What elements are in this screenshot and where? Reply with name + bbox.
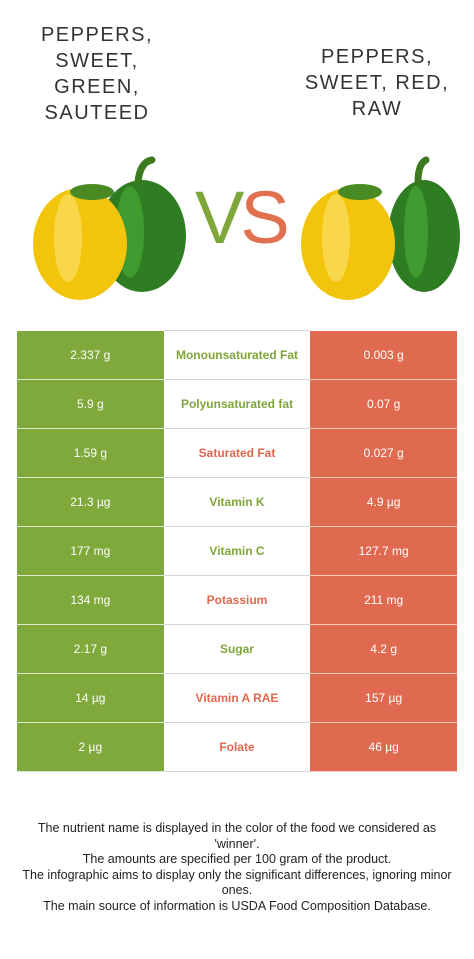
- left-value: 2.337 g: [17, 330, 164, 380]
- table-row: 2 µg Folate 46 µg: [17, 722, 457, 772]
- footer-line: The amounts are specified per 100 gram o…: [82, 852, 392, 866]
- table-row: 1.59 g Saturated Fat 0.027 g: [17, 428, 457, 478]
- table-row: 134 mg Potassium 211 mg: [17, 575, 457, 625]
- table-row: 2.337 g Monounsaturated Fat 0.003 g: [17, 330, 457, 380]
- nutrient-name: Folate: [163, 722, 311, 772]
- table-row: 14 µg Vitamin A RAE 157 µg: [17, 673, 457, 723]
- vs-v: V: [195, 176, 244, 259]
- left-food-title: PEPPERS, SWEET, GREEN, SAUTEED: [40, 24, 154, 124]
- nutrient-name: Polyunsaturated fat: [163, 379, 311, 429]
- table-row: 5.9 g Polyunsaturated fat 0.07 g: [17, 379, 457, 429]
- left-value: 1.59 g: [17, 428, 164, 478]
- nutrient-name: Monounsaturated Fat: [163, 330, 311, 380]
- nutrient-name: Vitamin A RAE: [163, 673, 311, 723]
- right-value: 211 mg: [310, 575, 457, 625]
- right-value: 0.003 g: [310, 330, 457, 380]
- right-value: 4.2 g: [310, 624, 457, 674]
- table-row: 2.17 g Sugar 4.2 g: [17, 624, 457, 674]
- right-food-title: PEPPERS, SWEET, RED, RAW: [304, 46, 450, 120]
- left-value: 177 mg: [17, 526, 164, 576]
- right-pepper-image: [301, 156, 460, 300]
- table-row: 21.3 µg Vitamin K 4.9 µg: [17, 477, 457, 527]
- nutrient-name: Vitamin C: [163, 526, 311, 576]
- nutrient-name: Saturated Fat: [163, 428, 311, 478]
- nutrient-name: Sugar: [163, 624, 311, 674]
- right-value: 0.07 g: [310, 379, 457, 429]
- left-value: 5.9 g: [17, 379, 164, 429]
- left-value: 14 µg: [17, 673, 164, 723]
- left-value: 134 mg: [17, 575, 164, 625]
- right-value: 0.027 g: [310, 428, 457, 478]
- left-value: 2.17 g: [17, 624, 164, 674]
- left-value: 2 µg: [17, 722, 164, 772]
- right-value: 157 µg: [310, 673, 457, 723]
- footer-line: The infographic aims to display only the…: [22, 867, 452, 898]
- vs-s: S: [240, 176, 289, 259]
- right-value: 4.9 µg: [310, 477, 457, 527]
- footer-line: The nutrient name is displayed in the co…: [37, 821, 437, 851]
- nutrient-name: Potassium: [163, 575, 311, 625]
- left-pepper-image: [33, 156, 186, 300]
- left-value: 21.3 µg: [17, 477, 164, 527]
- footer-notes: The nutrient name is displayed in the co…: [14, 821, 460, 914]
- footer-line: The main source of information is USDA F…: [43, 898, 431, 913]
- right-value: 127.7 mg: [310, 526, 457, 576]
- vs-label: VS: [195, 176, 290, 259]
- right-value: 46 µg: [310, 722, 457, 772]
- nutrient-name: Vitamin K: [163, 477, 311, 527]
- table-row: 177 mg Vitamin C 127.7 mg: [17, 526, 457, 576]
